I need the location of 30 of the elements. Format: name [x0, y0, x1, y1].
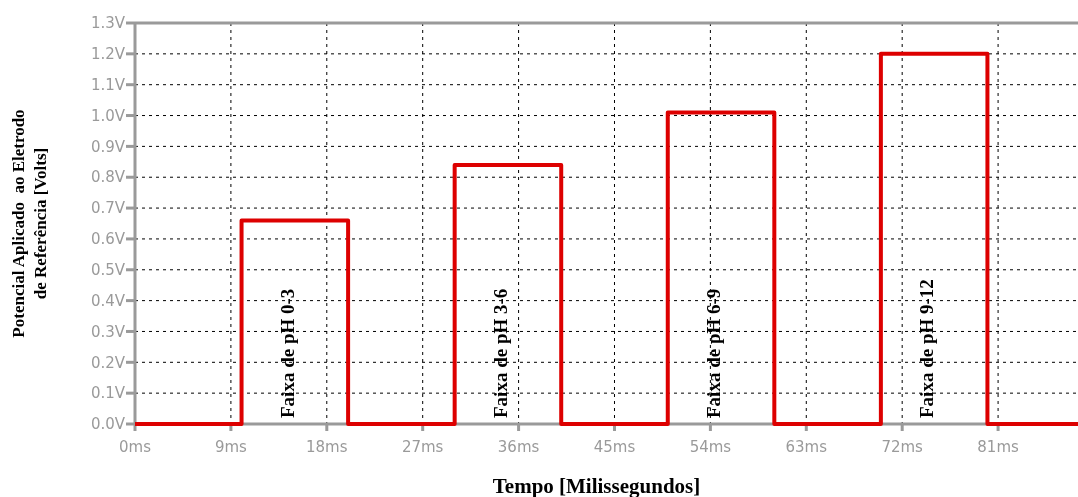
x-axis-title: Tempo [Milissegundos]	[492, 474, 701, 497]
y-tick-label: 0.2V	[90, 353, 126, 372]
x-tick-label: 54ms	[689, 438, 732, 456]
y-tick-label: 0.9V	[90, 137, 126, 156]
annotation: Faixa de pH 9-12	[916, 279, 938, 418]
x-tick-label: 36ms	[497, 438, 540, 456]
y-tick-label: 1.0V	[90, 106, 126, 125]
y-tick-label: 0.3V	[90, 322, 126, 341]
y-tick-label: 0.7V	[90, 199, 126, 218]
x-tick-label: 9ms	[214, 438, 248, 456]
y-tick-label: 1.2V	[90, 45, 126, 64]
annotation: Faixa de pH 6-9	[703, 288, 725, 418]
annotation: Faixa de pH 0-3	[277, 288, 299, 418]
y-tick-label: 0.0V	[90, 415, 126, 434]
annotation: Faixa de pH 3-6	[490, 288, 512, 418]
x-tick-label: 72ms	[881, 438, 924, 456]
y-tick-label: 0.4V	[90, 291, 126, 310]
y-tick-label: 0.6V	[90, 230, 126, 249]
y-tick-label: 0.8V	[90, 168, 126, 187]
y-axis-title: Potencial Aplicado ao Eletrodo de Referência [Volts]	[9, 109, 50, 338]
y-tick-label: 0.5V	[90, 261, 126, 280]
x-tick-label: 18ms	[306, 438, 348, 456]
x-tick-label: 27ms	[401, 438, 444, 456]
y-tick-label: 1.1V	[90, 75, 126, 94]
x-tick-label: 45ms	[593, 438, 636, 456]
x-tick-label: 81ms	[977, 438, 1020, 456]
x-tick-label: 63ms	[785, 438, 828, 456]
x-tick-label: 0ms	[119, 438, 152, 456]
y-tick-label: 0.1V	[90, 384, 126, 403]
y-tick-label: 1.3V	[90, 14, 126, 33]
